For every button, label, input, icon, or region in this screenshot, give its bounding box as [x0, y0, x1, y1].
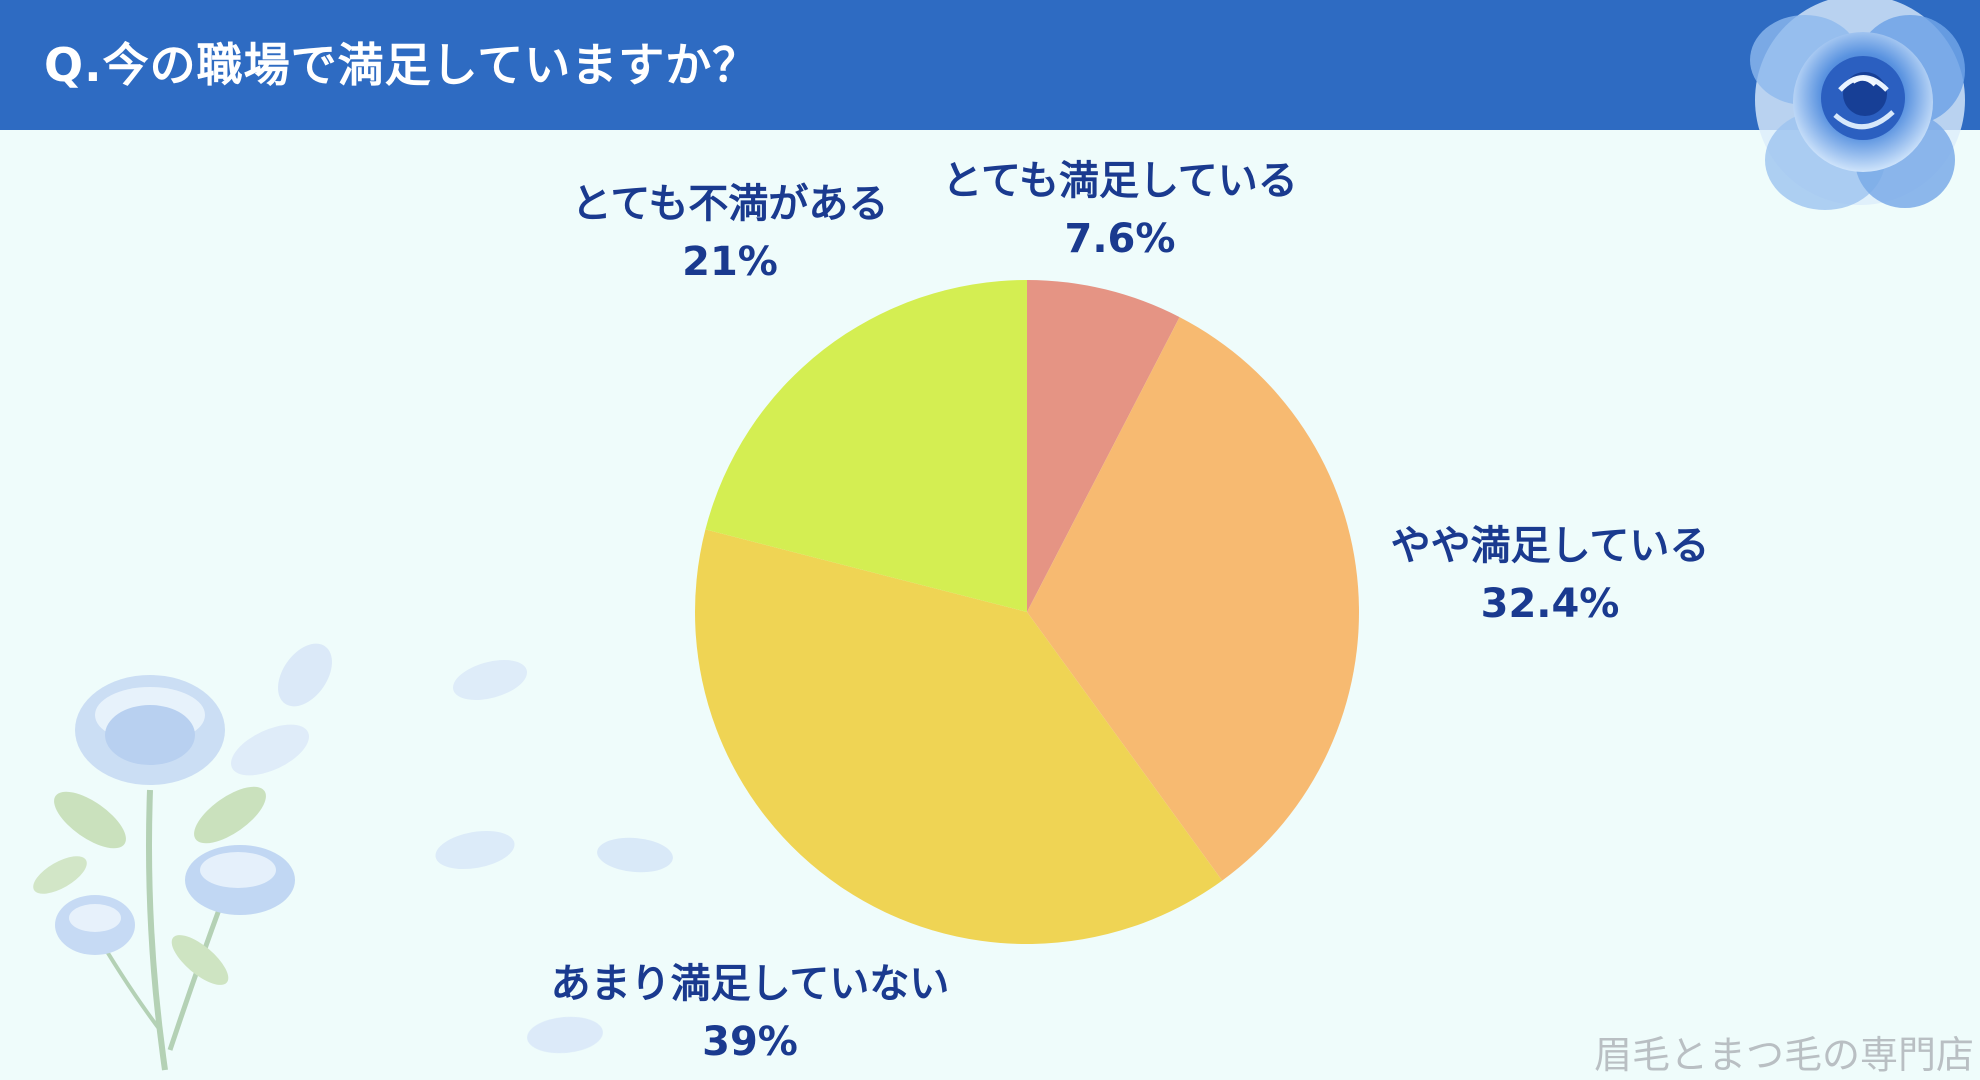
label-very-dissatisfied: とても不満がある 21%	[530, 175, 930, 291]
slice-very-dissatisfied	[705, 280, 1027, 612]
label-very-satisfied-name: とても満足している	[942, 158, 1298, 204]
label-very-dissatisfied-name: とても不満がある	[571, 181, 889, 227]
blue-roses-and-petals-icon	[33, 643, 673, 1071]
slice-somewhat-satisfied	[1027, 317, 1359, 881]
label-somewhat-satisfied-value: 32.4%	[1480, 581, 1620, 627]
label-very-satisfied-value: 7.6%	[1064, 216, 1176, 262]
label-somewhat-satisfied-name: やや満足している	[1390, 523, 1710, 569]
label-very-satisfied: とても満足している 7.6%	[920, 152, 1320, 268]
label-not-very-satisfied-name: あまり満足していない	[550, 961, 950, 1007]
label-not-very-satisfied: あまり満足していない 39%	[500, 955, 1000, 1071]
label-somewhat-satisfied: やや満足している 32.4%	[1350, 517, 1750, 633]
shop-watermark: 眉毛とまつ毛の専門店	[1593, 1033, 1974, 1077]
label-not-very-satisfied-value: 39%	[702, 1019, 798, 1065]
slice-very-satisfied	[1027, 280, 1180, 612]
header-bar: Q.今の職場で満足していますか？	[0, 0, 1980, 130]
slice-not-very-satisfied	[695, 529, 1223, 944]
label-very-dissatisfied-value: 21%	[682, 239, 778, 285]
blue-rose-icon	[1750, 0, 1965, 210]
page-title: Q.今の職場で満足していますか？	[44, 38, 760, 92]
